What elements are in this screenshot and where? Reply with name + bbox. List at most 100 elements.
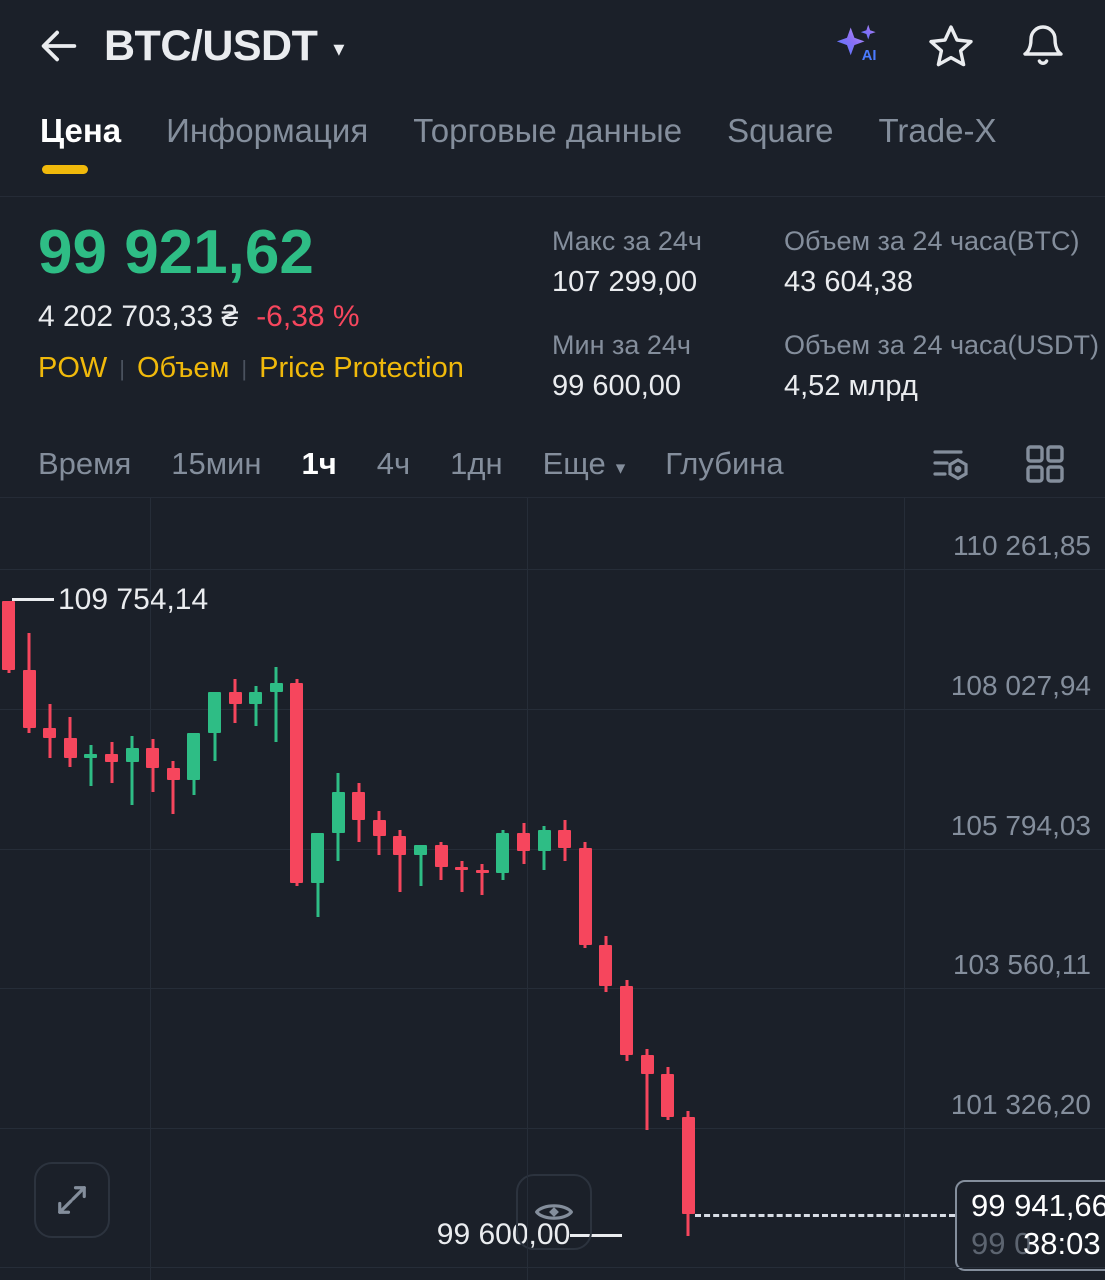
- tag-volume[interactable]: Объем: [137, 352, 230, 384]
- tag-price-protection[interactable]: Price Protection: [259, 352, 464, 384]
- candle-body: [455, 867, 469, 871]
- chart-gridline-horizontal: [0, 848, 1105, 850]
- candle-body: [599, 945, 613, 986]
- candlestick: [187, 498, 201, 1280]
- active-tab-underline: [42, 165, 88, 174]
- stat-volume-usdt: Объем за 24 часа(USDT) 4,52 млрд: [784, 326, 1099, 406]
- candle-body: [393, 835, 407, 855]
- candle-wick: [316, 879, 319, 918]
- candle-wick: [460, 860, 464, 893]
- chart-eye-button[interactable]: [516, 1174, 592, 1250]
- last-price-value: 99 941,66: [971, 1188, 1105, 1224]
- header-actions: AI: [835, 22, 1067, 70]
- candlestick: [228, 498, 242, 1280]
- tab-trading-data[interactable]: Торговые данные: [413, 112, 683, 149]
- candle-body: [208, 691, 221, 733]
- fiat-price: 4 202 703,33 ₴: [38, 300, 239, 333]
- stat-label: Объем за 24 часа(USDT): [784, 330, 1100, 360]
- candle-body: [43, 728, 57, 739]
- candle-body: [640, 1054, 654, 1074]
- price-summary: 99 921,62 4 202 703,33 ₴ -6,38 % POW | О…: [0, 208, 1105, 408]
- tab-information[interactable]: Информация: [166, 112, 369, 149]
- candle-body: [475, 870, 489, 874]
- marker-line: [570, 1233, 623, 1237]
- candle-body: [434, 845, 448, 868]
- star-icon[interactable]: [927, 22, 975, 70]
- candle-body: [146, 748, 160, 769]
- timeframe-1d[interactable]: 1дн: [450, 446, 503, 481]
- candle-body: [517, 832, 530, 852]
- candlestick: [599, 498, 613, 1280]
- timeframe-4h[interactable]: 4ч: [376, 446, 411, 481]
- arrow-left-icon[interactable]: [36, 23, 82, 69]
- timeframe-time[interactable]: Время: [38, 446, 132, 481]
- candlestick: [105, 498, 118, 1280]
- low-price-label: 99 600,00: [436, 1218, 571, 1252]
- tag-divider: |: [241, 355, 248, 381]
- fiat-change-row: 4 202 703,33 ₴ -6,38 %: [38, 300, 464, 334]
- candlestick: [2, 498, 15, 1280]
- bell-icon[interactable]: [1019, 22, 1067, 70]
- chevron-down-icon: ▾: [615, 458, 626, 479]
- last-price: 99 921,62: [38, 218, 314, 287]
- marker-line: [12, 598, 54, 602]
- tag-divider: |: [119, 355, 125, 381]
- candlestick: [578, 498, 592, 1280]
- candlestick: [455, 498, 469, 1280]
- stat-value: 99 600,00: [552, 370, 682, 402]
- chevron-down-icon[interactable]: ▾: [333, 36, 345, 61]
- candle-body: [166, 768, 180, 780]
- candlestick: [249, 498, 263, 1280]
- candlestick: [681, 498, 695, 1280]
- tab-square[interactable]: Square: [727, 112, 834, 149]
- tab-trade-x[interactable]: Trade-X: [878, 112, 997, 149]
- price-change-percent: -6,38 %: [256, 300, 360, 333]
- candlestick: [352, 498, 366, 1280]
- y-axis-tick-label: 101 326,20: [950, 1089, 1091, 1121]
- depth-button[interactable]: Глубина: [665, 446, 784, 481]
- candlestick: [537, 498, 551, 1280]
- layout-grid-icon[interactable]: [1021, 440, 1069, 488]
- timeframe-1h[interactable]: 1ч: [301, 446, 337, 481]
- tab-price[interactable]: Цена: [40, 110, 121, 174]
- market-stats: Макс за 24ч 107 299,00 Объем за 24 часа(…: [552, 222, 1099, 406]
- main-tabs: Цена Информация Торговые данные Square T…: [0, 110, 1105, 192]
- candle-wick: [89, 745, 93, 786]
- candlestick: [84, 498, 98, 1280]
- candlestick-chart[interactable]: BINANCE 109 754,14 99 600,00 99 941,66 9…: [0, 498, 1105, 1280]
- candle-body: [331, 792, 345, 833]
- candlestick: [63, 498, 77, 1280]
- candlestick: [372, 498, 386, 1280]
- tag-pow[interactable]: POW: [38, 352, 108, 384]
- candle-body: [620, 985, 633, 1055]
- candlestick: [208, 498, 221, 1280]
- candlestick: [393, 498, 407, 1280]
- candle-body: [249, 691, 263, 705]
- candle-body: [63, 738, 77, 758]
- ghost-price: 99 0: [971, 1226, 1032, 1262]
- candle-wick: [398, 829, 402, 893]
- stat-label: Макс за 24ч: [552, 226, 702, 256]
- candlestick: [640, 498, 654, 1280]
- candlestick: [166, 498, 180, 1280]
- tabs-divider: [0, 196, 1105, 197]
- timeframe-bar: Время 15мин 1ч 4ч 1дн Еще ▾ Глубина: [0, 432, 1105, 496]
- stat-high-24h: Макс за 24ч 107 299,00: [552, 222, 742, 302]
- candle-wick: [192, 773, 196, 796]
- stat-label: Объем за 24 часа(BTC): [784, 226, 1080, 256]
- pair-title[interactable]: BTC/USDT: [104, 21, 318, 70]
- candlestick: [496, 498, 510, 1280]
- candle-wick: [274, 666, 278, 742]
- indicator-settings-icon[interactable]: [927, 440, 975, 488]
- y-axis-tick-label: 105 794,03: [950, 809, 1091, 841]
- candlestick: [558, 498, 572, 1280]
- chart-gridline-vertical: [150, 498, 151, 1280]
- last-price-secondary: 99 0 38:03: [971, 1225, 1105, 1263]
- timeframe-more[interactable]: Еще ▾: [543, 446, 626, 482]
- ai-sparkle-icon[interactable]: AI: [835, 22, 883, 70]
- timeframe-15m[interactable]: 15мин: [171, 446, 262, 481]
- fullscreen-button[interactable]: [34, 1162, 110, 1238]
- candle-body: [105, 754, 118, 762]
- last-price-box[interactable]: 99 941,66 99 0 38:03: [955, 1180, 1105, 1272]
- candle-body: [414, 845, 427, 855]
